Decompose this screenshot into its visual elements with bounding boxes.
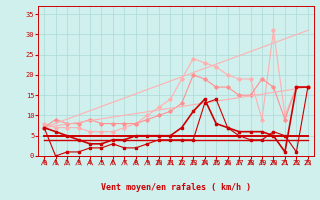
X-axis label: Vent moyen/en rafales ( km/h ): Vent moyen/en rafales ( km/h ) <box>101 183 251 192</box>
